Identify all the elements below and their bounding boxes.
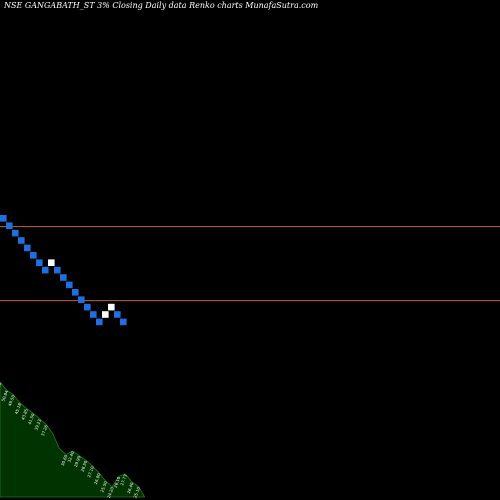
volume-label-18: 24.20: [106, 486, 115, 499]
up-brick-9: [48, 259, 55, 266]
volume-label-15: 27.10: [86, 465, 95, 478]
volume-label-5: 43.85: [20, 408, 29, 421]
renko-bricks: [0, 215, 127, 326]
volume-label-7: 39.23: [33, 418, 42, 431]
down-brick-11: [60, 274, 67, 281]
volume-label-11: 30.60: [60, 454, 69, 467]
volume-label-17: 25.50: [99, 480, 108, 493]
volume-label-16: 26.80: [93, 472, 102, 485]
volume-label-8: 37.26: [40, 424, 49, 437]
volume-label-20: 27.73: [119, 473, 128, 486]
down-brick-6: [30, 252, 37, 259]
volume-label-14: 28.50: [80, 459, 89, 472]
volume-labels: 55.2850.8449.5045.1843.8541.5039.2337.26…: [0, 381, 141, 499]
down-brick-1: [0, 215, 7, 222]
down-brick-16: [90, 311, 97, 318]
down-brick-13: [72, 289, 79, 296]
down-brick-12: [66, 281, 73, 289]
down-brick-7: [36, 259, 43, 266]
down-brick-8: [42, 266, 49, 274]
up-brick-19: [108, 303, 115, 311]
volume-label-3: 49.50: [7, 394, 16, 407]
volume-label-21: 26.40: [126, 481, 135, 494]
volume-area-shape: [0, 381, 146, 498]
volume-area: [0, 381, 146, 498]
up-brick-18: [102, 311, 109, 318]
down-brick-3: [12, 229, 19, 237]
down-brick-20: [114, 311, 121, 318]
volume-label-4: 45.18: [14, 402, 23, 415]
volume-label-22: 25.10: [132, 486, 141, 499]
volume-label-13: 29.99: [73, 455, 82, 468]
down-brick-10: [54, 266, 61, 274]
down-brick-21: [120, 318, 127, 326]
down-brick-5: [24, 244, 31, 252]
down-brick-4: [18, 237, 25, 244]
down-brick-15: [84, 303, 91, 311]
down-brick-14: [78, 296, 85, 303]
down-brick-2: [6, 222, 13, 229]
volume-label-12: 32.40: [66, 450, 75, 463]
volume-label-19: 26.10: [113, 476, 122, 489]
down-brick-17: [96, 318, 103, 326]
volume-label-2: 50.84: [0, 389, 9, 402]
chart-title: NSE GANGABATH_ST 3% Closing Daily data R…: [4, 1, 319, 10]
volume-label-6: 41.50: [27, 412, 36, 425]
